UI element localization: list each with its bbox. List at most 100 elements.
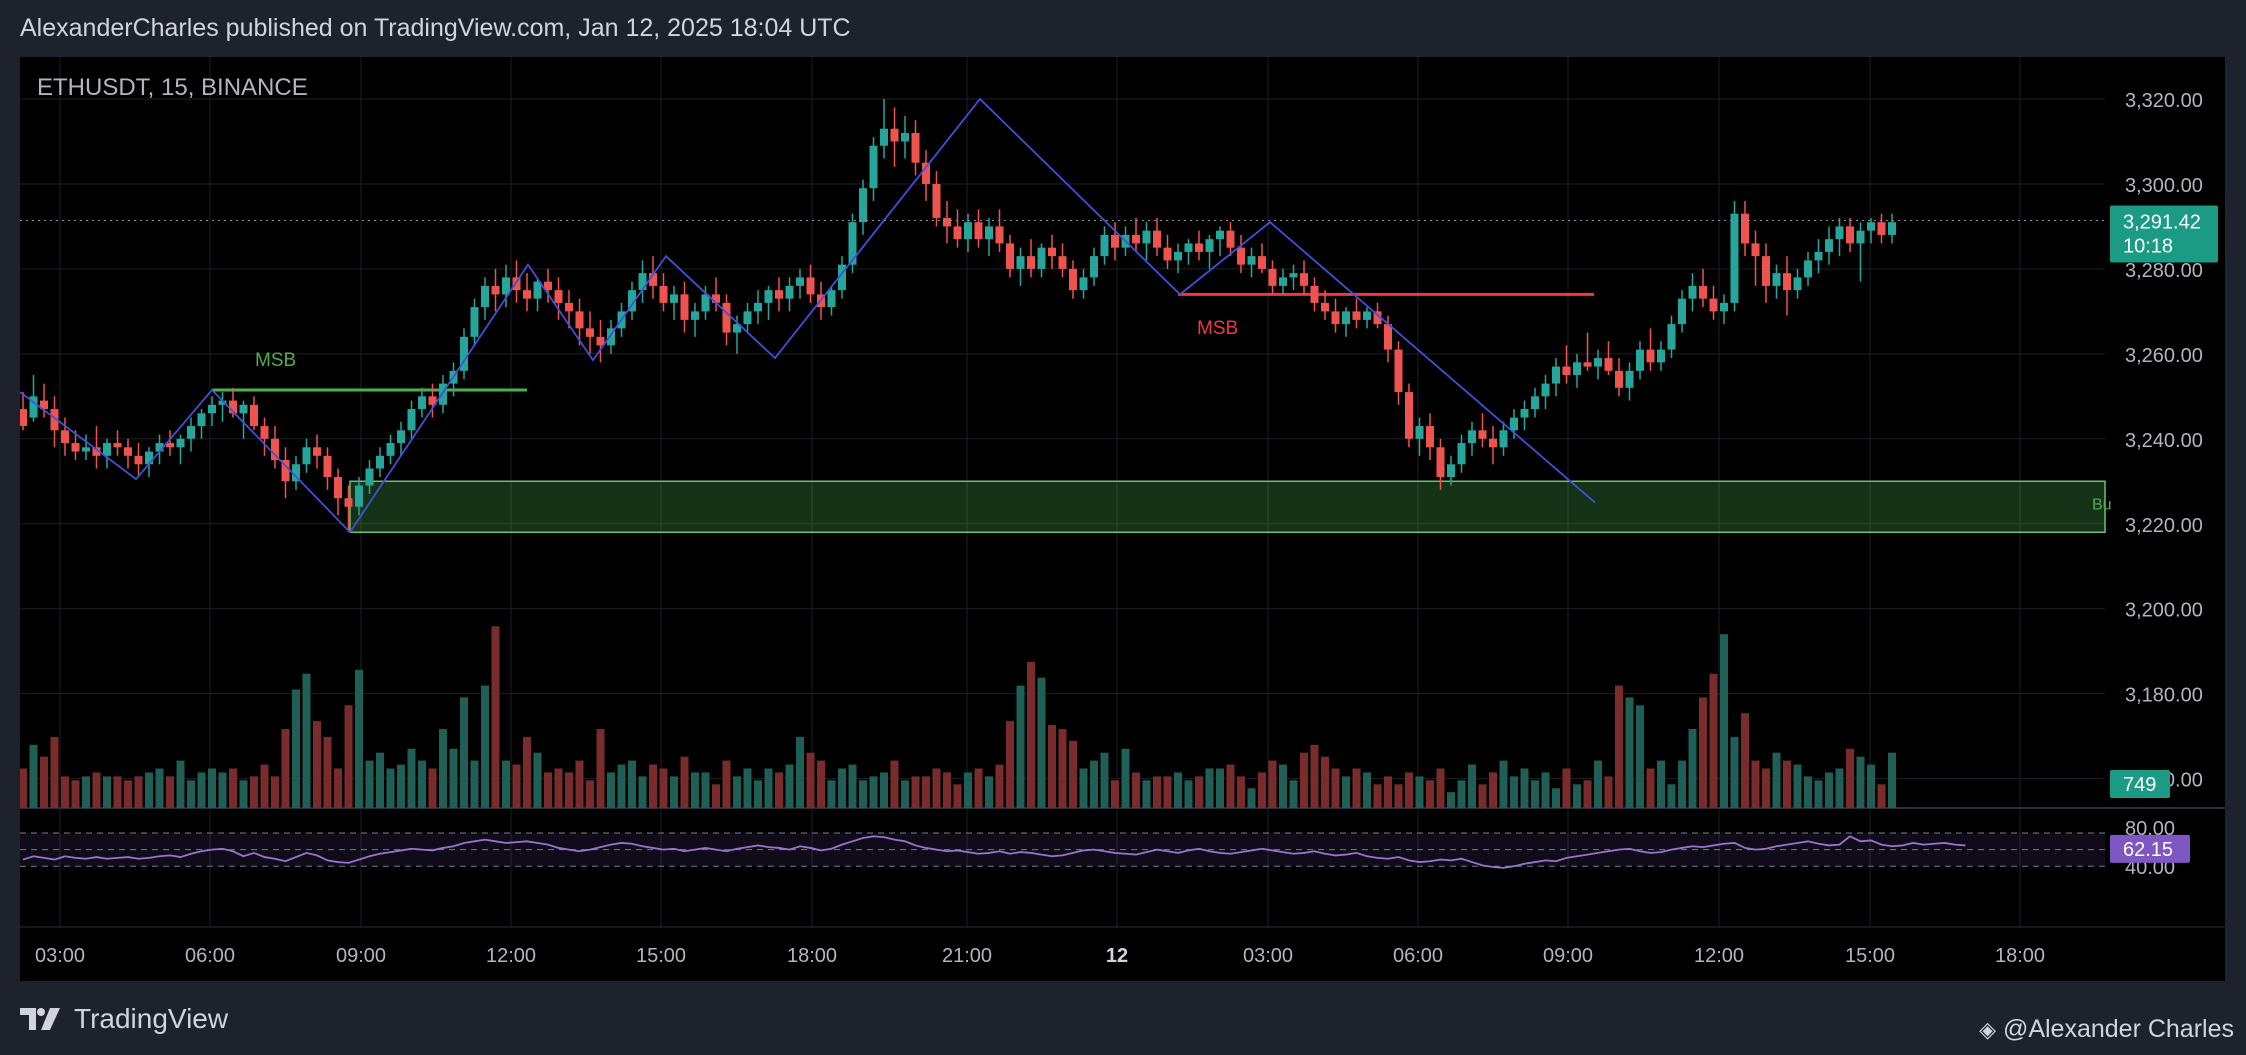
candle-body	[1594, 358, 1602, 367]
candle-body	[166, 443, 174, 448]
candle-body	[806, 277, 815, 295]
candle-body	[1016, 256, 1025, 269]
volume-bar	[1100, 752, 1109, 808]
volume-bar	[407, 748, 416, 808]
volume-bar	[1279, 764, 1287, 808]
volume-bar	[1541, 772, 1550, 808]
volume-bar	[796, 736, 804, 808]
candle-body	[586, 328, 594, 337]
volume-bar	[449, 748, 458, 808]
candle-body	[1772, 273, 1781, 286]
candle-body	[1279, 277, 1287, 286]
volume-bar	[1573, 784, 1581, 808]
candle-body	[1583, 362, 1592, 367]
candle-body	[82, 447, 90, 452]
volume-bar	[985, 776, 993, 808]
candle-body	[932, 183, 941, 218]
volume-bar	[628, 760, 636, 808]
candle-body	[638, 273, 647, 291]
bar-countdown: 10:18	[2123, 235, 2173, 257]
volume-bar	[512, 764, 521, 808]
candle-body	[1751, 243, 1760, 257]
volume-bar	[1814, 780, 1823, 808]
candle-body	[785, 285, 794, 299]
volume-bar	[1258, 772, 1266, 808]
volume-bar	[775, 772, 783, 808]
volume-bar	[176, 760, 185, 808]
volume-bar	[1415, 776, 1424, 808]
candle-body	[1499, 430, 1508, 448]
candle-body	[1331, 311, 1340, 325]
volume-bar	[911, 776, 920, 808]
volume-bar	[229, 768, 237, 808]
chart-panel[interactable]: Bu MSB MSB 3,320.00 3,300.00 3,280.00 3,260.…	[20, 57, 2225, 981]
volume-badge	[2110, 770, 2170, 798]
candle-body	[1111, 234, 1119, 248]
time-tick-label: 09:00	[1543, 945, 1593, 967]
volume-bar	[313, 721, 321, 808]
time-tick-label: 15:00	[636, 945, 686, 967]
volume-bar	[1825, 772, 1833, 808]
volume-bar	[439, 729, 447, 808]
candle-body	[974, 222, 983, 240]
candle-body	[365, 468, 374, 486]
volume-bar	[1394, 784, 1403, 808]
candle-body	[1174, 251, 1182, 261]
candle-body	[1552, 366, 1560, 384]
candle-body	[1814, 251, 1823, 261]
candle-body	[1856, 230, 1865, 244]
volume-bar	[428, 768, 437, 808]
candle-body	[1762, 256, 1770, 286]
chart-svg[interactable]: Bu MSB MSB 3,320.00 3,300.00 3,280.00 3,260.…	[20, 57, 2225, 981]
diamond-icon: ◈	[1979, 1017, 1996, 1042]
volume-value: 749	[2123, 774, 2156, 796]
candle-body	[680, 294, 689, 320]
volume-bar	[670, 776, 678, 808]
volume-bar	[355, 669, 363, 808]
volume-bar	[1741, 713, 1749, 808]
volume-bar	[554, 768, 563, 808]
candle-body	[113, 443, 122, 448]
candle-body	[964, 222, 972, 240]
volume-bar	[848, 764, 857, 808]
candle-body	[1678, 298, 1686, 325]
candle-body	[313, 447, 321, 456]
candle-body	[1457, 443, 1466, 465]
volume-bar	[754, 780, 762, 808]
volume-bar	[1184, 780, 1193, 808]
volume-bar	[1846, 748, 1854, 808]
candle-body	[659, 285, 668, 303]
volume-bar	[1499, 760, 1508, 808]
candle-body	[827, 290, 836, 308]
volume-bar	[1615, 685, 1623, 808]
demand-zone	[349, 480, 2106, 533]
tradingview-logo[interactable]: TradingView	[20, 1003, 228, 1035]
candle-body	[943, 217, 951, 227]
volume-bar	[124, 780, 132, 808]
volume-bar	[20, 768, 27, 808]
volume-bar	[1342, 776, 1350, 808]
candle-body	[1667, 324, 1676, 350]
candle-body	[1793, 277, 1802, 291]
volume-bar	[617, 764, 626, 808]
volume-bar	[145, 772, 153, 808]
candle-body	[1720, 302, 1728, 312]
volume-bar	[1079, 768, 1088, 808]
candle-body	[1342, 311, 1350, 325]
author-credit[interactable]: ◈ @Alexander Charles	[1979, 1015, 2234, 1044]
candle-body	[1384, 324, 1392, 350]
candle-body	[61, 430, 69, 444]
volume-bar	[974, 768, 983, 808]
candle-body	[124, 447, 132, 456]
volume-bar	[1751, 760, 1760, 808]
volume-bar	[271, 776, 279, 808]
msb-bullish-label: MSB	[255, 350, 296, 371]
volume-bar	[113, 776, 122, 808]
candle-body	[1163, 247, 1172, 261]
volume-bar	[155, 768, 164, 808]
candle-body	[1730, 213, 1739, 303]
volume-bar	[932, 768, 941, 808]
candle-body	[470, 307, 479, 337]
volume-bar	[1678, 760, 1686, 808]
candle-body	[418, 396, 426, 410]
